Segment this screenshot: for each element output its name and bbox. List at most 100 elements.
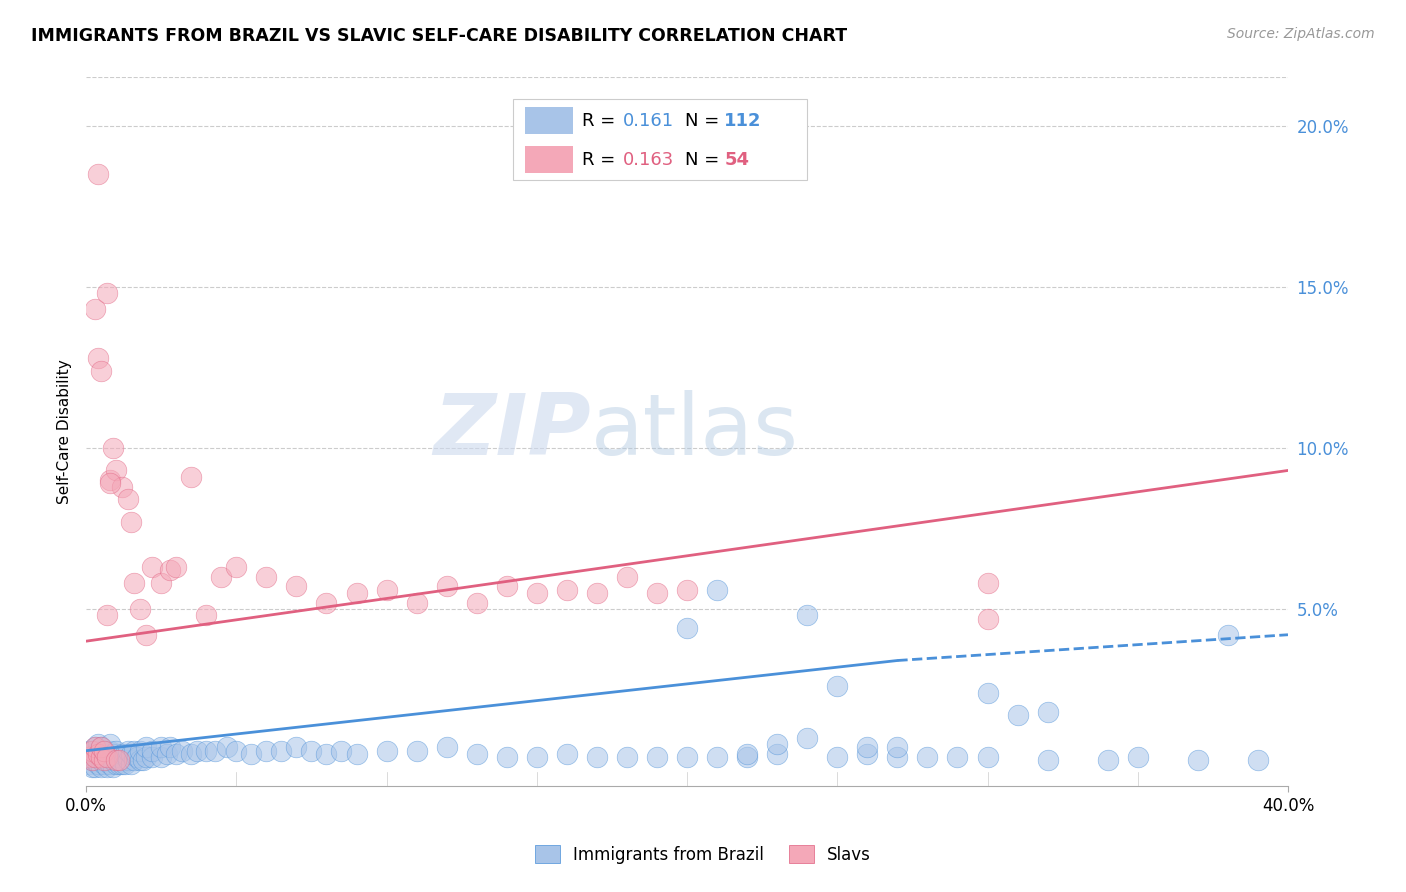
Point — [120, 515, 142, 529]
Point — [120, 756, 142, 771]
Point — [108, 756, 131, 771]
Point — [195, 608, 218, 623]
Point — [108, 753, 131, 767]
Point — [84, 750, 107, 764]
Point — [150, 740, 173, 755]
Point — [141, 560, 163, 574]
Point — [98, 473, 121, 487]
Point — [87, 351, 110, 365]
Text: ZIP: ZIP — [433, 391, 591, 474]
Point — [1097, 753, 1119, 767]
Point — [165, 747, 187, 761]
Point — [156, 747, 179, 761]
Point — [886, 740, 908, 755]
Point — [93, 744, 115, 758]
Point — [1216, 628, 1239, 642]
Point — [87, 737, 110, 751]
Point — [80, 753, 103, 767]
Point — [285, 740, 308, 755]
Y-axis label: Self-Care Disability: Self-Care Disability — [58, 359, 72, 504]
Point — [127, 750, 149, 764]
Text: 112: 112 — [724, 112, 762, 129]
Point — [645, 750, 668, 764]
Point — [1126, 750, 1149, 764]
Point — [1187, 753, 1209, 767]
Point — [555, 582, 578, 597]
Point — [122, 744, 145, 758]
Point — [77, 750, 100, 764]
Point — [105, 753, 128, 767]
Point — [766, 747, 789, 761]
Point — [495, 750, 517, 764]
Point — [96, 760, 118, 774]
Point — [117, 753, 139, 767]
Text: 0.161: 0.161 — [623, 112, 675, 129]
Point — [96, 286, 118, 301]
Point — [90, 750, 112, 764]
Point — [586, 586, 609, 600]
Point — [93, 750, 115, 764]
Point — [766, 737, 789, 751]
Point — [87, 750, 110, 764]
Point — [526, 750, 548, 764]
Point — [132, 753, 155, 767]
Point — [616, 750, 638, 764]
Point — [346, 747, 368, 761]
Point — [84, 753, 107, 767]
Point — [616, 570, 638, 584]
Point — [150, 750, 173, 764]
Point — [122, 576, 145, 591]
Point — [796, 608, 818, 623]
Point — [98, 476, 121, 491]
Point — [77, 750, 100, 764]
Point — [80, 744, 103, 758]
Point — [706, 582, 728, 597]
Point — [299, 744, 322, 758]
Point — [225, 560, 247, 574]
Point — [135, 750, 157, 764]
Point — [186, 744, 208, 758]
Point — [976, 576, 998, 591]
Point — [135, 628, 157, 642]
Point — [555, 747, 578, 761]
Text: N =: N = — [685, 112, 724, 129]
Point — [129, 753, 152, 767]
Text: Source: ZipAtlas.com: Source: ZipAtlas.com — [1227, 27, 1375, 41]
Point — [886, 750, 908, 764]
Point — [405, 595, 427, 609]
Point — [976, 686, 998, 700]
Point — [90, 740, 112, 755]
Point — [405, 744, 427, 758]
Point — [111, 747, 134, 761]
Point — [93, 744, 115, 758]
Point — [96, 753, 118, 767]
Legend: Immigrants from Brazil, Slavs: Immigrants from Brazil, Slavs — [529, 838, 877, 871]
Point — [80, 744, 103, 758]
Point — [141, 750, 163, 764]
Point — [98, 756, 121, 771]
FancyBboxPatch shape — [513, 99, 807, 180]
Point — [135, 740, 157, 755]
Point — [84, 740, 107, 755]
Point — [645, 586, 668, 600]
Point — [1036, 753, 1059, 767]
Point — [976, 750, 998, 764]
Text: N =: N = — [685, 151, 724, 169]
Point — [98, 750, 121, 764]
Point — [129, 602, 152, 616]
Point — [735, 747, 758, 761]
Point — [84, 740, 107, 755]
Point — [204, 744, 226, 758]
FancyBboxPatch shape — [524, 146, 572, 173]
Point — [917, 750, 939, 764]
Point — [180, 470, 202, 484]
Point — [217, 740, 239, 755]
Point — [346, 586, 368, 600]
Point — [856, 747, 879, 761]
Point — [165, 560, 187, 574]
Point — [254, 570, 277, 584]
Point — [735, 750, 758, 764]
Point — [315, 595, 337, 609]
Point — [108, 750, 131, 764]
Point — [856, 740, 879, 755]
